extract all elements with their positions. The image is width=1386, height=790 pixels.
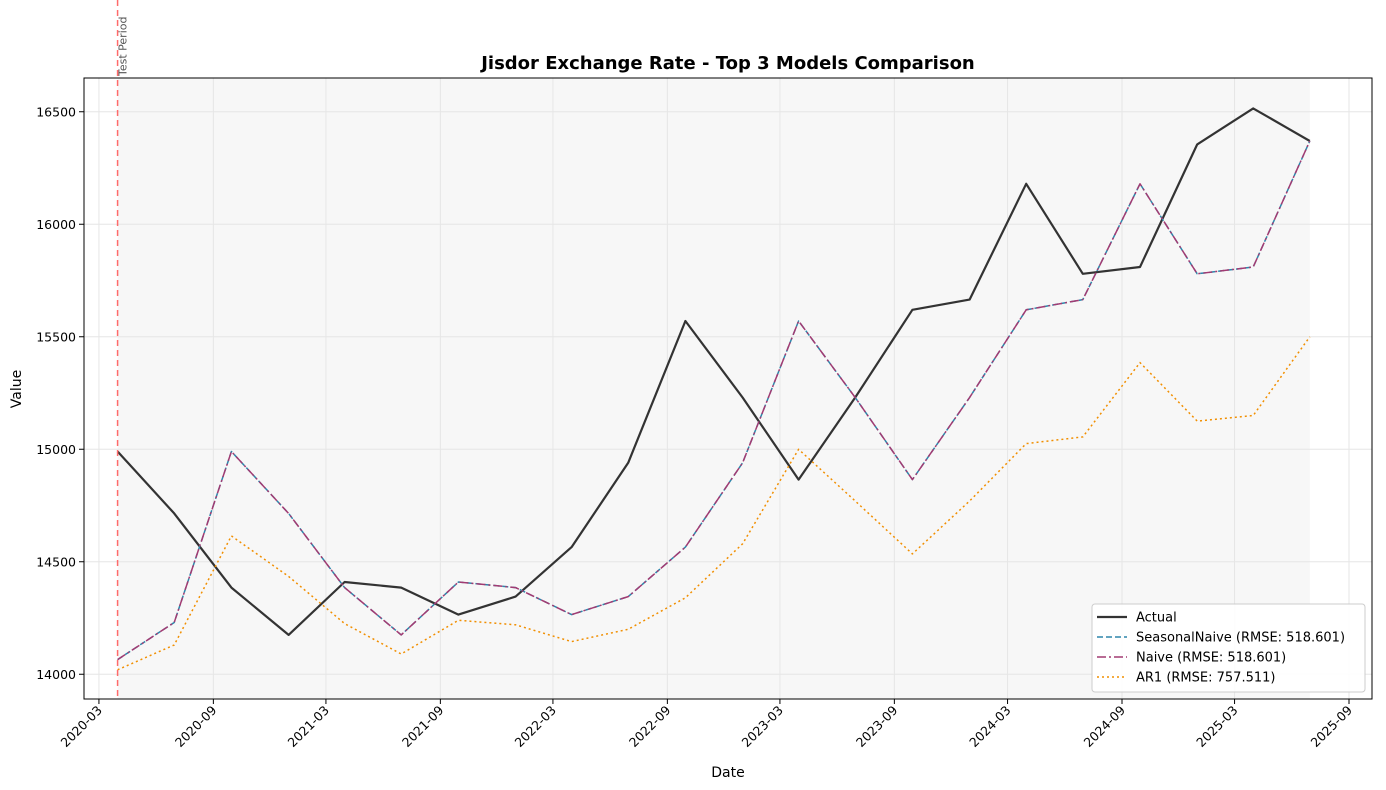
legend-entry: Naive (RMSE: 518.601) — [1136, 651, 1286, 666]
legend: Actual SeasonalNaive (RMSE: 518.601) Naive… — [1091, 603, 1366, 693]
y-tick-label: 16500 — [36, 104, 76, 119]
legend-entry: Actual — [1136, 611, 1177, 626]
series-line-2 — [117, 140, 1311, 661]
legend-entry: AR1 (RMSE: 757.511) — [1136, 671, 1275, 686]
series-line-0 — [116, 107, 1311, 637]
x-tick-label: 2024-03 — [966, 703, 1014, 751]
x-tick-label: 2024-09 — [1081, 702, 1129, 750]
x-tick-label: 2022-03 — [512, 703, 560, 751]
x-tick-label: 2025-09 — [1308, 702, 1356, 750]
y-tick-label: 16000 — [36, 217, 76, 232]
legend-entry: SeasonalNaive (RMSE: 518.601) — [1136, 631, 1345, 646]
y-tick-label: 15000 — [36, 442, 76, 457]
x-tick-label: 2020-03 — [58, 703, 106, 751]
legend-box — [1091, 603, 1366, 693]
chart-title: Jisdor Exchange Rate - Top 3 Models Comp… — [479, 53, 975, 74]
plot-frame — [83, 77, 1373, 700]
x-tick-label: 2021-09 — [399, 702, 447, 750]
x-axis: 2020-03 2020-09 2021-03 2021-09 2022-03 2022-… — [58, 699, 1356, 751]
x-tick-label: 2023-03 — [739, 703, 787, 751]
test-period-label: Test Period — [117, 17, 130, 77]
x-tick-label: 2021-03 — [285, 703, 333, 751]
grid-lines — [84, 78, 1372, 699]
test-period-shade — [117, 78, 1310, 699]
x-tick-label: 2025-03 — [1193, 703, 1241, 751]
y-tick-label: 14500 — [36, 554, 76, 569]
x-axis-label: Date — [711, 765, 744, 781]
series-line-3 — [117, 336, 1311, 671]
x-tick-label: 2022-09 — [626, 702, 674, 750]
x-tick-label: 2020-09 — [172, 702, 220, 750]
y-tick-label: 14000 — [36, 667, 76, 682]
y-tick-label: 15500 — [36, 329, 76, 344]
y-axis-label: Value — [9, 370, 25, 408]
x-tick-label: 2023-09 — [853, 702, 901, 750]
series-layer — [116, 107, 1311, 671]
y-axis: 14000 14500 15000 15500 16000 16500 — [36, 104, 84, 682]
